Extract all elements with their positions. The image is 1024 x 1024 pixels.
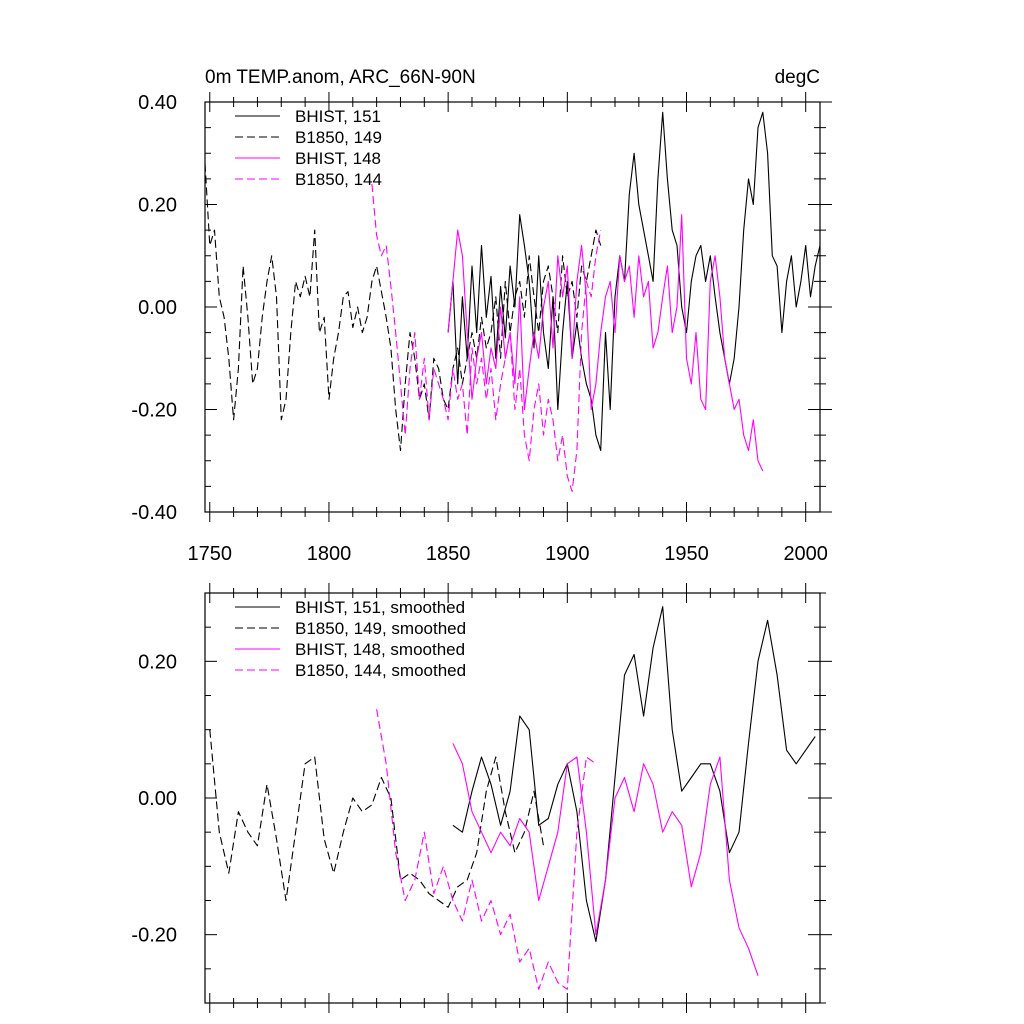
- y-tick-label: -0.20: [131, 400, 177, 422]
- series-line-3: [447, 214, 764, 472]
- y-tick-label: 0.20: [138, 651, 177, 673]
- panel-raw: 1750 1800 1850 1900 1950 2000 -0.40 -0.20 0.00 0.…: [131, 92, 832, 565]
- legend-label: BHIST, 148: [295, 149, 381, 168]
- legend-label: B1850, 149: [295, 128, 382, 147]
- series-line-2: [204, 163, 602, 452]
- series-line-1: [452, 606, 816, 943]
- x-tick-label: 1900: [545, 543, 590, 565]
- series-line-4: [371, 183, 602, 493]
- legend-label: BHIST, 151, smoothed: [295, 598, 465, 617]
- y-tick-label: 0.20: [138, 195, 177, 217]
- y-tick-label: -0.40: [131, 502, 177, 524]
- series-line-1: [447, 111, 821, 452]
- y-tick-label: 0.40: [138, 92, 177, 114]
- x-tick-label: 1750: [188, 543, 233, 565]
- legend-label: BHIST, 151: [295, 107, 381, 126]
- panel-smoothed: -0.20 0.00 0.20 BHIST, 151, smoothed B1850, …: [131, 583, 832, 1013]
- series-line-2: [209, 729, 545, 908]
- x-tick-label: 2000: [783, 543, 828, 565]
- legend-label: B1850, 144, smoothed: [295, 661, 466, 680]
- chart-title: 0m TEMP.anom, ARC_66N-90N: [205, 67, 476, 88]
- y-tick-label: 0.00: [138, 297, 177, 319]
- x-tick-label: 1850: [426, 543, 471, 565]
- y-tick-label: -0.20: [131, 925, 177, 947]
- x-tick-label: 1800: [307, 543, 352, 565]
- units-label: degC: [775, 67, 820, 88]
- series-line-3: [452, 743, 759, 976]
- y-tick-label: 0.00: [138, 788, 177, 810]
- x-tick-label: 1950: [664, 543, 709, 565]
- legend-label: BHIST, 148, smoothed: [295, 640, 465, 659]
- legend-label: B1850, 149, smoothed: [295, 619, 466, 638]
- legend-label: B1850, 144: [295, 170, 382, 189]
- series-line-4: [376, 709, 597, 990]
